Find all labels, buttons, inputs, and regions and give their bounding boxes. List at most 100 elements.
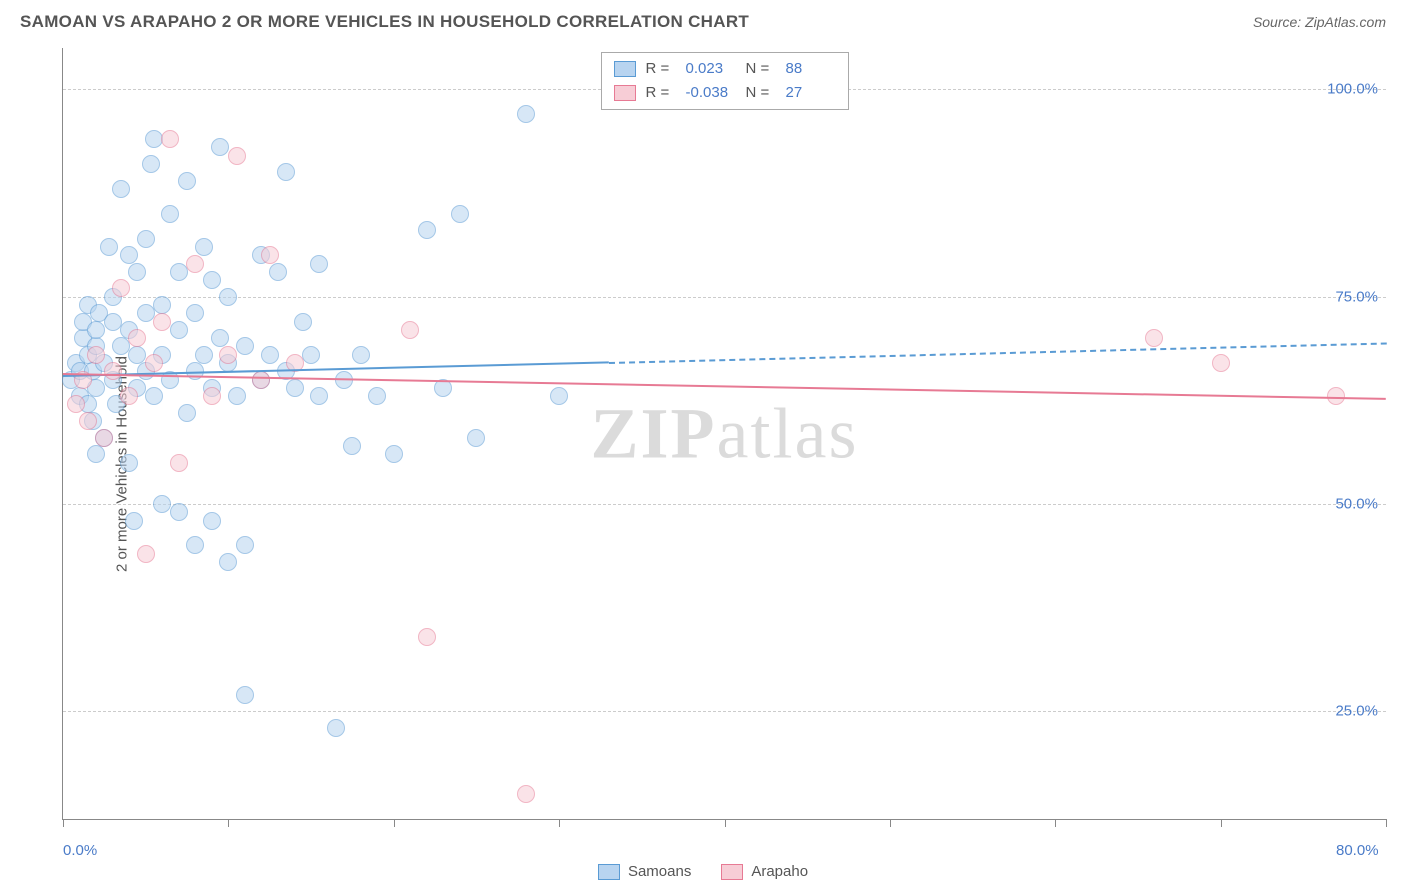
n-value-arapaho: 27	[786, 81, 836, 105]
x-tick	[1221, 819, 1222, 827]
y-tick-label: 100.0%	[1327, 81, 1378, 98]
r-label: R =	[646, 57, 676, 81]
data-point	[195, 346, 213, 364]
data-point	[261, 346, 279, 364]
legend-row-samoans: R = 0.023 N = 88	[614, 57, 836, 81]
chart-header: SAMOAN VS ARAPAHO 2 OR MORE VEHICLES IN …	[0, 0, 1406, 40]
data-point	[87, 321, 105, 339]
data-point	[100, 238, 118, 256]
data-point	[178, 172, 196, 190]
x-tick	[228, 819, 229, 827]
data-point	[467, 429, 485, 447]
data-point	[219, 346, 237, 364]
y-tick-label: 25.0%	[1335, 703, 1378, 720]
source-link[interactable]: ZipAtlas.com	[1305, 14, 1386, 30]
data-point	[219, 553, 237, 571]
data-point	[1145, 329, 1163, 347]
data-point	[186, 255, 204, 273]
x-tick	[725, 819, 726, 827]
data-point	[418, 221, 436, 239]
data-point	[203, 387, 221, 405]
swatch-arapaho	[614, 85, 636, 101]
trend-line	[609, 342, 1386, 363]
data-point	[294, 313, 312, 331]
data-point	[211, 138, 229, 156]
data-point	[236, 536, 254, 554]
legend-item-samoans: Samoans	[598, 863, 691, 880]
swatch-arapaho-icon	[721, 864, 743, 880]
x-tick	[394, 819, 395, 827]
data-point	[67, 395, 85, 413]
x-tick	[890, 819, 891, 827]
data-point	[236, 686, 254, 704]
data-point	[418, 628, 436, 646]
data-point	[310, 387, 328, 405]
x-tick-label: 80.0%	[1336, 842, 1379, 859]
data-point	[137, 545, 155, 563]
n-value-samoans: 88	[786, 57, 836, 81]
data-point	[145, 354, 163, 372]
data-point	[120, 246, 138, 264]
n-label: N =	[746, 57, 776, 81]
source-attribution: Source: ZipAtlas.com	[1253, 14, 1386, 30]
data-point	[104, 313, 122, 331]
data-point	[269, 263, 287, 281]
legend-label-arapaho: Arapaho	[751, 863, 808, 880]
x-tick	[1055, 819, 1056, 827]
data-point	[343, 437, 361, 455]
data-point	[302, 346, 320, 364]
swatch-samoans	[614, 61, 636, 77]
data-point	[219, 288, 237, 306]
correlation-legend: R = 0.023 N = 88 R = -0.038 N = 27	[601, 52, 849, 110]
x-tick	[559, 819, 560, 827]
gridline	[63, 504, 1386, 505]
chart-container: 2 or more Vehicles in Household ZIPatlas…	[20, 48, 1386, 880]
data-point	[137, 230, 155, 248]
data-point	[79, 412, 97, 430]
data-point	[145, 387, 163, 405]
data-point	[142, 155, 160, 173]
data-point	[112, 337, 130, 355]
data-point	[170, 321, 188, 339]
data-point	[1212, 354, 1230, 372]
data-point	[203, 271, 221, 289]
data-point	[517, 785, 535, 803]
data-point	[327, 719, 345, 737]
y-tick-label: 75.0%	[1335, 288, 1378, 305]
swatch-samoans-icon	[598, 864, 620, 880]
gridline	[63, 711, 1386, 712]
data-point	[128, 263, 146, 281]
data-point	[170, 263, 188, 281]
data-point	[128, 346, 146, 364]
n-label: N =	[746, 81, 776, 105]
data-point	[153, 495, 171, 513]
data-point	[153, 313, 171, 331]
data-point	[95, 429, 113, 447]
chart-title: SAMOAN VS ARAPAHO 2 OR MORE VEHICLES IN …	[20, 12, 749, 32]
x-tick	[63, 819, 64, 827]
data-point	[236, 337, 254, 355]
legend-label-samoans: Samoans	[628, 863, 691, 880]
data-point	[104, 362, 122, 380]
data-point	[186, 304, 204, 322]
plot-area: ZIPatlas R = 0.023 N = 88 R = -0.038 N =…	[62, 48, 1386, 820]
data-point	[385, 445, 403, 463]
data-point	[145, 130, 163, 148]
r-value-arapaho: -0.038	[686, 81, 736, 105]
watermark: ZIPatlas	[591, 392, 859, 475]
data-point	[161, 205, 179, 223]
x-tick	[1386, 819, 1387, 827]
data-point	[120, 454, 138, 472]
r-label: R =	[646, 81, 676, 105]
y-tick-label: 50.0%	[1335, 495, 1378, 512]
data-point	[128, 329, 146, 347]
data-point	[125, 512, 143, 530]
data-point	[352, 346, 370, 364]
data-point	[261, 246, 279, 264]
data-point	[170, 454, 188, 472]
legend-item-arapaho: Arapaho	[721, 863, 808, 880]
data-point	[195, 238, 213, 256]
data-point	[277, 163, 295, 181]
data-point	[451, 205, 469, 223]
data-point	[203, 512, 221, 530]
